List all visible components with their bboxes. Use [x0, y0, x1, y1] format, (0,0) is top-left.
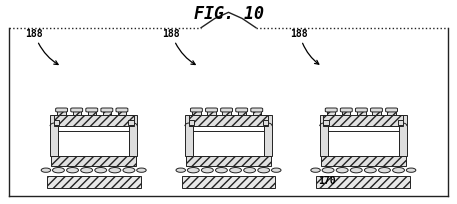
- Text: FIG. 10: FIG. 10: [193, 5, 264, 23]
- Circle shape: [109, 168, 121, 173]
- Bar: [388, 110, 396, 115]
- Bar: [58, 126, 129, 156]
- Bar: [372, 110, 381, 115]
- FancyBboxPatch shape: [371, 109, 383, 112]
- Bar: [73, 110, 81, 115]
- Bar: [238, 110, 246, 115]
- FancyBboxPatch shape: [325, 109, 337, 112]
- Bar: [357, 110, 366, 115]
- Text: 170: 170: [318, 176, 335, 185]
- Bar: [54, 120, 59, 125]
- Circle shape: [137, 168, 146, 172]
- Circle shape: [53, 168, 64, 173]
- Circle shape: [322, 168, 334, 173]
- Bar: [88, 110, 96, 115]
- Circle shape: [229, 168, 241, 173]
- Bar: [103, 110, 111, 115]
- Circle shape: [81, 168, 93, 173]
- Bar: [181, 176, 275, 188]
- Bar: [320, 115, 328, 156]
- Circle shape: [41, 168, 51, 172]
- Circle shape: [378, 168, 390, 173]
- Bar: [253, 110, 261, 115]
- Circle shape: [176, 168, 186, 172]
- Bar: [321, 156, 406, 166]
- Circle shape: [67, 168, 79, 173]
- Bar: [51, 156, 136, 166]
- Bar: [323, 120, 329, 125]
- Bar: [327, 110, 335, 115]
- Bar: [54, 115, 133, 126]
- Circle shape: [123, 168, 135, 173]
- Text: 188: 188: [291, 29, 319, 65]
- Bar: [342, 110, 351, 115]
- Bar: [188, 120, 194, 125]
- FancyBboxPatch shape: [86, 109, 98, 112]
- Bar: [50, 115, 58, 156]
- Bar: [328, 126, 399, 156]
- Bar: [129, 115, 137, 156]
- Circle shape: [258, 168, 270, 173]
- Text: 188: 188: [163, 29, 195, 65]
- Bar: [264, 115, 272, 156]
- Circle shape: [364, 168, 376, 173]
- Bar: [263, 120, 269, 125]
- Bar: [128, 120, 133, 125]
- FancyBboxPatch shape: [221, 109, 233, 112]
- Circle shape: [244, 168, 255, 173]
- FancyBboxPatch shape: [56, 109, 68, 112]
- FancyBboxPatch shape: [251, 109, 263, 112]
- Circle shape: [336, 168, 348, 173]
- Bar: [316, 176, 410, 188]
- Text: 188: 188: [26, 29, 58, 65]
- Circle shape: [271, 168, 281, 172]
- Bar: [47, 176, 141, 188]
- Circle shape: [406, 168, 416, 172]
- FancyBboxPatch shape: [116, 109, 128, 112]
- Circle shape: [202, 168, 213, 173]
- FancyBboxPatch shape: [236, 109, 248, 112]
- Bar: [185, 115, 193, 156]
- FancyBboxPatch shape: [71, 109, 83, 112]
- Circle shape: [187, 168, 199, 173]
- Circle shape: [393, 168, 404, 173]
- Bar: [207, 110, 216, 115]
- Circle shape: [311, 168, 320, 172]
- Bar: [323, 115, 403, 126]
- Bar: [188, 115, 268, 126]
- Circle shape: [216, 168, 228, 173]
- Circle shape: [351, 168, 362, 173]
- Circle shape: [95, 168, 106, 173]
- Bar: [223, 110, 231, 115]
- FancyBboxPatch shape: [191, 109, 202, 112]
- FancyBboxPatch shape: [356, 109, 367, 112]
- FancyBboxPatch shape: [206, 109, 218, 112]
- Bar: [58, 110, 66, 115]
- Bar: [118, 110, 126, 115]
- FancyBboxPatch shape: [101, 109, 113, 112]
- FancyBboxPatch shape: [386, 109, 398, 112]
- Bar: [193, 126, 264, 156]
- Bar: [192, 110, 201, 115]
- Bar: [398, 120, 403, 125]
- FancyBboxPatch shape: [340, 109, 352, 112]
- Bar: [186, 156, 271, 166]
- Bar: [399, 115, 407, 156]
